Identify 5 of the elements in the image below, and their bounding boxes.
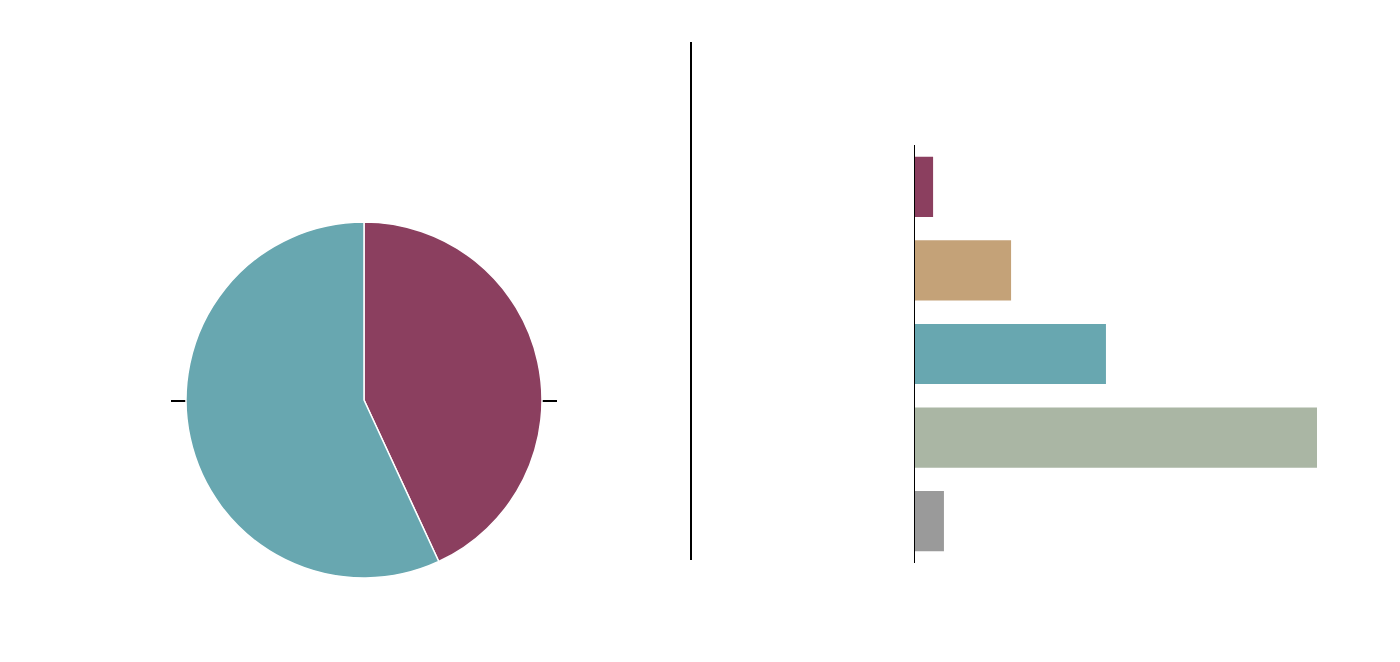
bar (915, 491, 944, 552)
bar (915, 156, 934, 217)
bar (915, 240, 1012, 301)
bar (915, 323, 1106, 385)
bar (915, 407, 1317, 468)
